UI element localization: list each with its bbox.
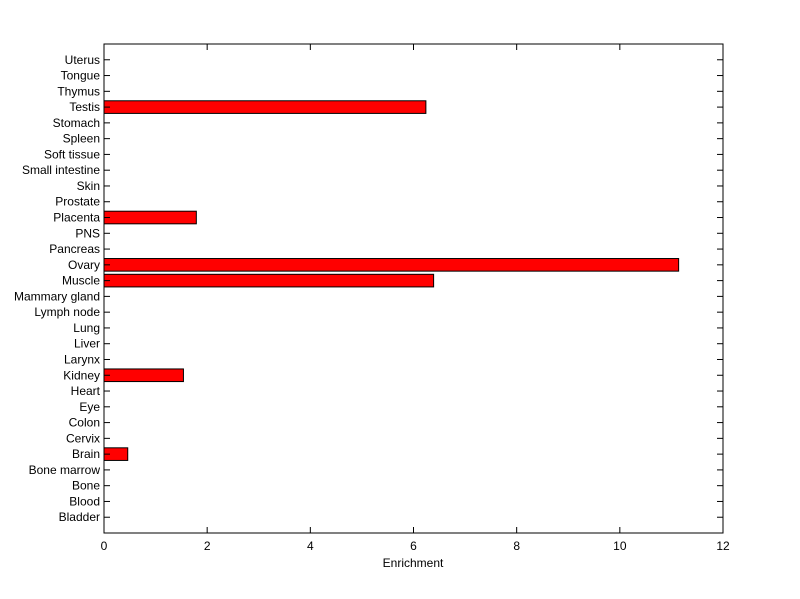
y-tick-label: Heart <box>71 384 101 398</box>
x-tick-label: 2 <box>204 539 211 553</box>
x-tick-labels: 0 2 4 6 8 10 12 <box>101 539 730 553</box>
y-tick-label: Lung <box>73 321 100 335</box>
bar-kidney <box>103 368 184 383</box>
y-tick-label: Lymph node <box>34 305 100 319</box>
ticks <box>103 44 724 533</box>
x-tick-label: 6 <box>410 539 417 553</box>
y-tick-label: Larynx <box>64 352 100 366</box>
bar-testis <box>103 100 427 114</box>
y-tick-label: Spleen <box>63 132 100 146</box>
y-tick-label: Stomach <box>53 116 100 130</box>
y-tick-label: Pancreas <box>49 242 100 256</box>
y-tick-label: Soft tissue <box>44 147 100 161</box>
y-tick-label: Muscle <box>62 274 100 288</box>
y-tick-label: Ovary <box>68 258 100 272</box>
y-tick-label: Placenta <box>53 211 100 225</box>
y-tick-label: Bone <box>72 479 100 493</box>
y-tick-label: Cervix <box>66 431 100 445</box>
y-tick-label: Bone marrow <box>29 463 101 477</box>
y-tick-label: PNS <box>75 226 100 240</box>
y-tick-label: Thymus <box>57 84 100 98</box>
y-tick-label: Tongue <box>61 69 101 83</box>
bar-muscle <box>103 273 435 288</box>
bars <box>103 100 680 461</box>
bar-ovary <box>103 258 680 272</box>
plot-frame <box>103 43 724 534</box>
bar-placenta <box>103 210 197 225</box>
y-tick-label: Skin <box>77 179 100 193</box>
x-axis-label: Enrichment <box>383 556 444 570</box>
y-tick-label: Bladder <box>59 510 100 524</box>
y-tick-label: Colon <box>69 416 100 430</box>
y-tick-label: Prostate <box>55 195 100 209</box>
x-tick-label: 4 <box>307 539 314 553</box>
y-tick-label: Mammary gland <box>14 289 100 303</box>
x-tick-label: 0 <box>101 539 108 553</box>
y-tick-label: Small intestine <box>22 163 100 177</box>
y-tick-label: Testis <box>69 100 100 114</box>
y-tick-label: Blood <box>69 494 100 508</box>
x-tick-label: 12 <box>716 539 730 553</box>
y-tick-label: Kidney <box>63 368 100 382</box>
y-tick-label: Brain <box>72 447 100 461</box>
x-tick-label: 10 <box>613 539 627 553</box>
x-tick-label: 8 <box>513 539 520 553</box>
y-tick-label: Liver <box>74 337 100 351</box>
y-tick-label: Uterus <box>65 53 100 67</box>
y-tick-label: Eye <box>79 400 100 414</box>
